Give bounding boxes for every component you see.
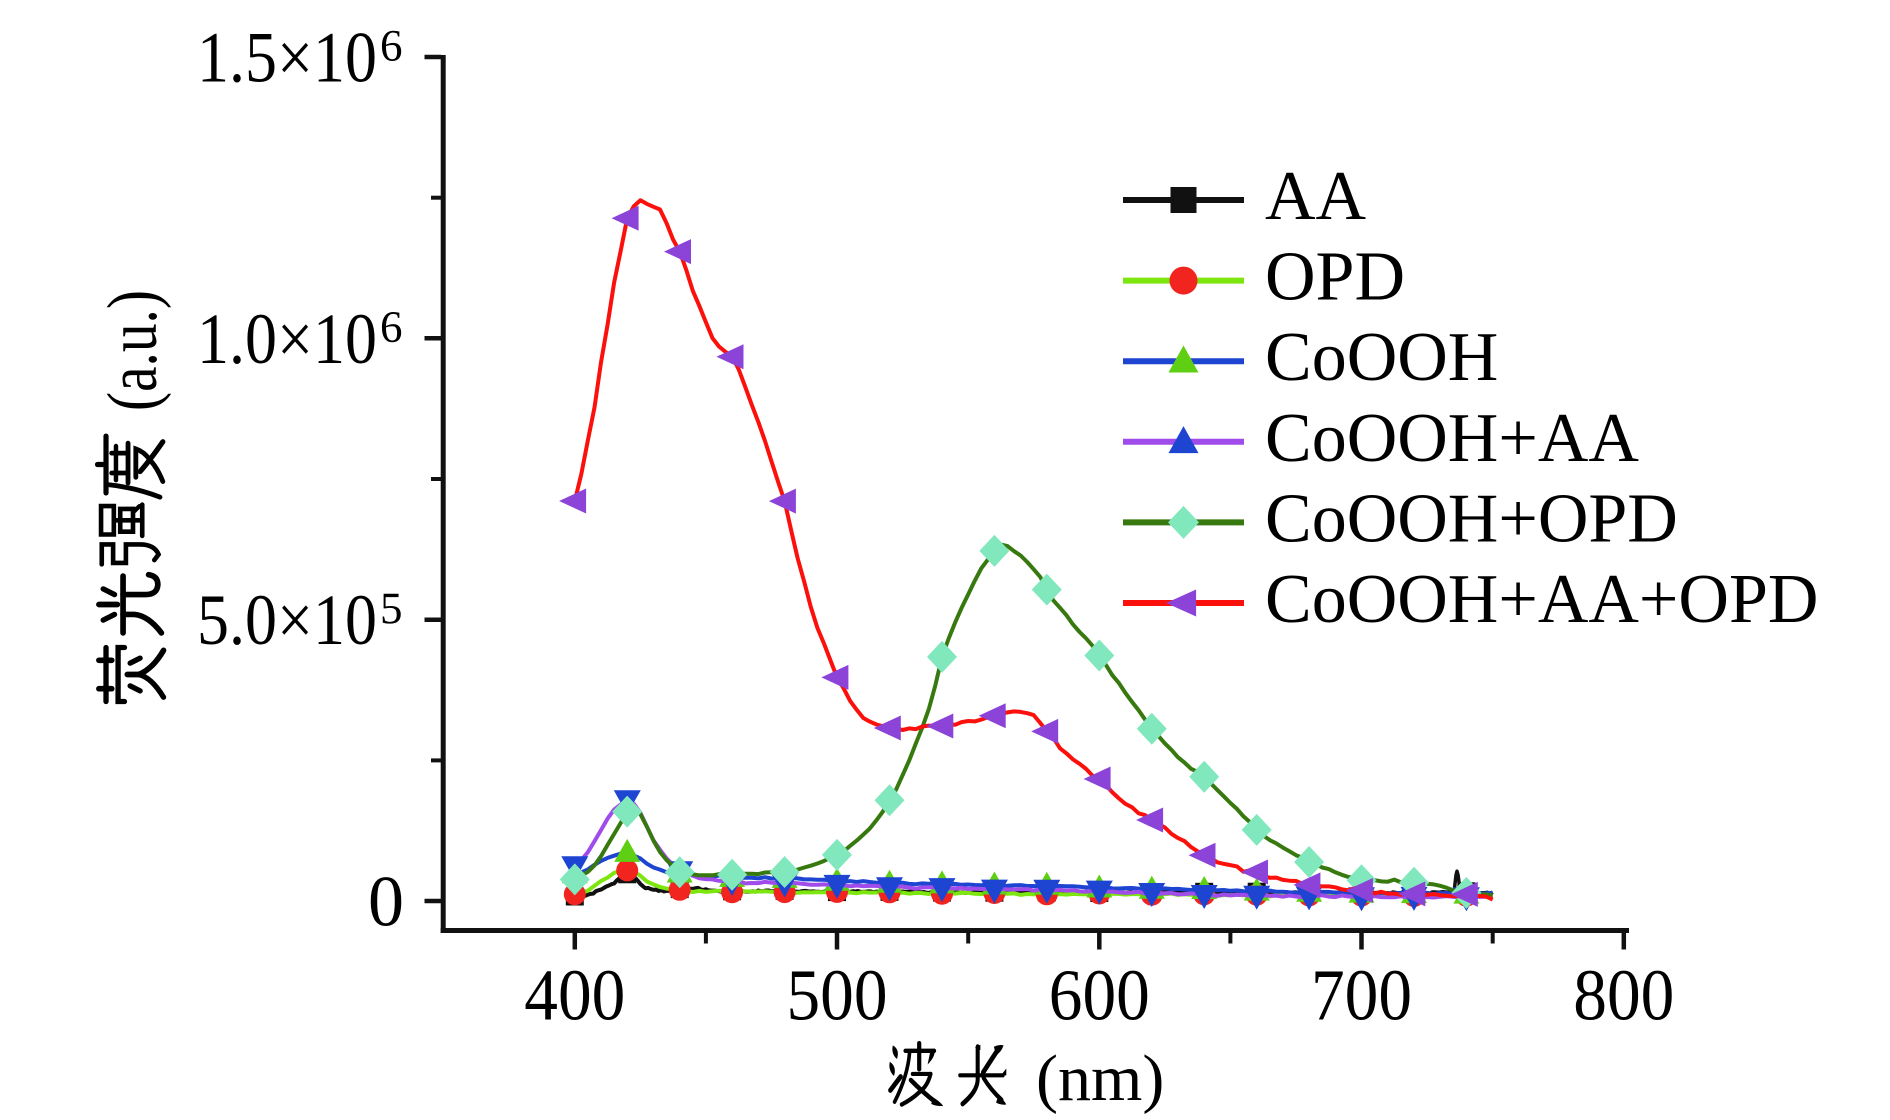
svg-text:1.0×10: 1.0×10 (197, 299, 377, 379)
svg-text:OPD: OPD (1265, 239, 1405, 316)
svg-text:5.0×10: 5.0×10 (197, 580, 377, 660)
svg-text:(nm): (nm) (1036, 1042, 1164, 1115)
svg-text:400: 400 (524, 955, 625, 1036)
svg-text:500: 500 (787, 955, 888, 1036)
svg-text:CoOOH: CoOOH (1265, 319, 1498, 396)
svg-text:CoOOH+AA+OPD: CoOOH+AA+OPD (1265, 561, 1818, 638)
svg-text:0: 0 (368, 862, 404, 942)
svg-text:AA: AA (1265, 158, 1367, 235)
svg-text:800: 800 (1573, 955, 1674, 1036)
svg-text:CoOOH+AA: CoOOH+AA (1265, 400, 1639, 477)
svg-text:600: 600 (1049, 955, 1150, 1036)
svg-text:CoOOH+OPD: CoOOH+OPD (1265, 480, 1678, 557)
svg-text:700: 700 (1311, 955, 1412, 1036)
svg-text:(a.u.): (a.u.) (94, 290, 172, 411)
svg-text:1.5×10: 1.5×10 (197, 18, 377, 98)
